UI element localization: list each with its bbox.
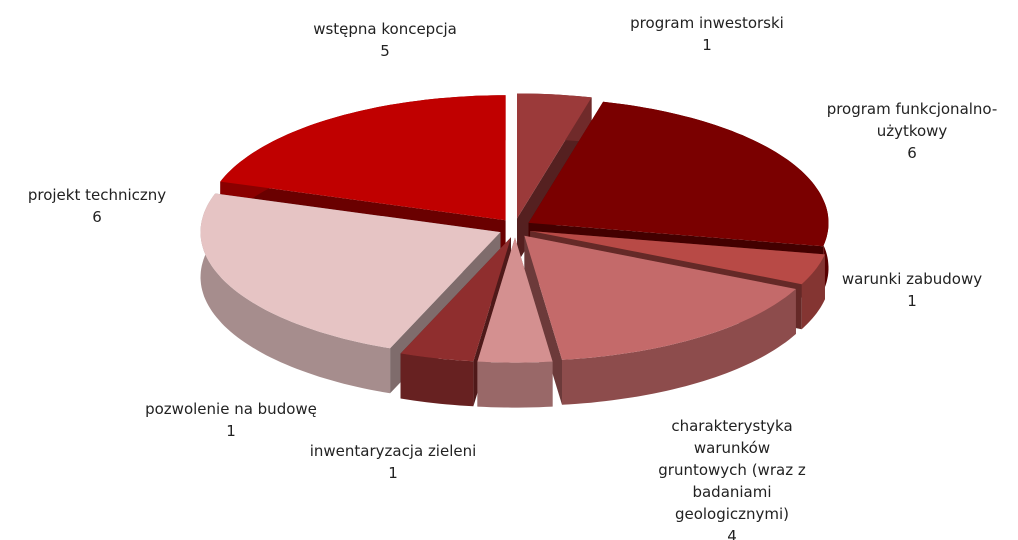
label-value: 6: [92, 208, 102, 226]
data-label: inwentaryzacja zieleni 1: [283, 440, 503, 484]
slice-top: [200, 193, 501, 349]
data-label: program funkcjonalno-użytkowy 6: [823, 98, 1001, 164]
slice-top: [220, 95, 506, 221]
slice-top: [530, 231, 825, 285]
label-value: 6: [907, 144, 917, 162]
label-name: program inwestorski: [630, 14, 784, 32]
label-name: inwentaryzacja zieleni: [309, 442, 477, 460]
slice-wall: [477, 361, 553, 408]
label-value: 1: [388, 464, 398, 482]
slice-top: [477, 237, 553, 363]
data-label: charakterystyka warunków gruntowych (wra…: [650, 415, 815, 540]
slice: [477, 237, 553, 408]
data-label: warunki zabudowy 1: [812, 268, 1012, 312]
data-label: projekt techniczny 6: [0, 184, 197, 228]
data-label: pozwolenie na budowę 1: [111, 398, 351, 442]
slice-top: [517, 93, 592, 219]
slice-top: [524, 235, 796, 360]
slice-top: [400, 237, 511, 362]
label-name: pozwolenie na budowę: [145, 400, 317, 418]
label-name: wstępna koncepcja: [313, 20, 457, 38]
label-name: warunki zabudowy: [841, 270, 983, 288]
label-value: 1: [702, 36, 712, 54]
label-name: program funkcjonalno-użytkowy: [826, 100, 998, 140]
label-value: 5: [380, 42, 390, 60]
label-value: 1: [907, 292, 917, 310]
slice-wall: [801, 254, 825, 330]
slice-wall: [200, 193, 391, 394]
data-label: program inwestorski 1: [607, 12, 807, 56]
slice: [524, 235, 796, 405]
data-label: wstępna koncepcja 5: [275, 18, 495, 62]
slice-top: [528, 101, 829, 247]
label-value: 4: [727, 527, 737, 540]
label-name: projekt techniczny: [27, 186, 167, 204]
slice-wall: [400, 353, 474, 407]
label-value: 1: [226, 422, 236, 440]
slice-wall: [562, 289, 796, 405]
label-name: charakterystyka warunków gruntowych (wra…: [658, 417, 806, 523]
